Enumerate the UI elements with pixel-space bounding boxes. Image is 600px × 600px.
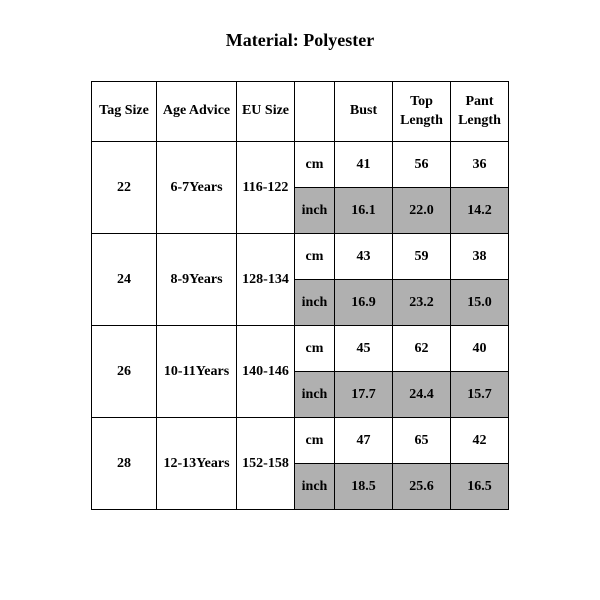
- cell-unit-inch: inch: [295, 280, 335, 326]
- col-unit: [295, 82, 335, 142]
- col-eu-size: EU Size: [237, 82, 295, 142]
- cell-bust-inch: 16.9: [335, 280, 393, 326]
- cell-eu: 128-134: [237, 234, 295, 326]
- cell-bust-cm: 47: [335, 418, 393, 464]
- page-title: Material: Polyester: [0, 30, 600, 51]
- cell-top-inch: 23.2: [393, 280, 451, 326]
- cell-age: 12-13Years: [157, 418, 237, 510]
- cell-eu: 116-122: [237, 142, 295, 234]
- table-row: 28 12-13Years 152-158 cm 47 65 42: [92, 418, 509, 464]
- cell-unit-cm: cm: [295, 142, 335, 188]
- cell-top-cm: 56: [393, 142, 451, 188]
- cell-pant-inch: 16.5: [451, 464, 509, 510]
- cell-top-cm: 59: [393, 234, 451, 280]
- cell-tag: 24: [92, 234, 157, 326]
- cell-tag: 28: [92, 418, 157, 510]
- cell-top-cm: 65: [393, 418, 451, 464]
- cell-unit-cm: cm: [295, 234, 335, 280]
- cell-top-cm: 62: [393, 326, 451, 372]
- cell-pant-inch: 15.7: [451, 372, 509, 418]
- cell-bust-inch: 17.7: [335, 372, 393, 418]
- cell-unit-inch: inch: [295, 372, 335, 418]
- cell-pant-cm: 40: [451, 326, 509, 372]
- size-table: Tag Size Age Advice EU Size Bust Top Len…: [91, 81, 509, 510]
- col-age-advice: Age Advice: [157, 82, 237, 142]
- cell-tag: 26: [92, 326, 157, 418]
- col-pant-length: Pant Length: [451, 82, 509, 142]
- col-top-length: Top Length: [393, 82, 451, 142]
- cell-bust-cm: 41: [335, 142, 393, 188]
- cell-top-inch: 24.4: [393, 372, 451, 418]
- cell-tag: 22: [92, 142, 157, 234]
- cell-unit-cm: cm: [295, 326, 335, 372]
- cell-age: 8-9Years: [157, 234, 237, 326]
- cell-pant-inch: 15.0: [451, 280, 509, 326]
- cell-bust-cm: 45: [335, 326, 393, 372]
- cell-bust-inch: 16.1: [335, 188, 393, 234]
- cell-age: 10-11Years: [157, 326, 237, 418]
- table-row: 22 6-7Years 116-122 cm 41 56 36: [92, 142, 509, 188]
- cell-unit-inch: inch: [295, 464, 335, 510]
- cell-pant-cm: 38: [451, 234, 509, 280]
- cell-bust-inch: 18.5: [335, 464, 393, 510]
- cell-age: 6-7Years: [157, 142, 237, 234]
- cell-unit-inch: inch: [295, 188, 335, 234]
- cell-top-inch: 25.6: [393, 464, 451, 510]
- cell-unit-cm: cm: [295, 418, 335, 464]
- cell-eu: 152-158: [237, 418, 295, 510]
- col-bust: Bust: [335, 82, 393, 142]
- cell-top-inch: 22.0: [393, 188, 451, 234]
- table-row: 24 8-9Years 128-134 cm 43 59 38: [92, 234, 509, 280]
- cell-pant-cm: 42: [451, 418, 509, 464]
- col-tag-size: Tag Size: [92, 82, 157, 142]
- cell-eu: 140-146: [237, 326, 295, 418]
- cell-pant-cm: 36: [451, 142, 509, 188]
- table-row: 26 10-11Years 140-146 cm 45 62 40: [92, 326, 509, 372]
- cell-pant-inch: 14.2: [451, 188, 509, 234]
- header-row: Tag Size Age Advice EU Size Bust Top Len…: [92, 82, 509, 142]
- cell-bust-cm: 43: [335, 234, 393, 280]
